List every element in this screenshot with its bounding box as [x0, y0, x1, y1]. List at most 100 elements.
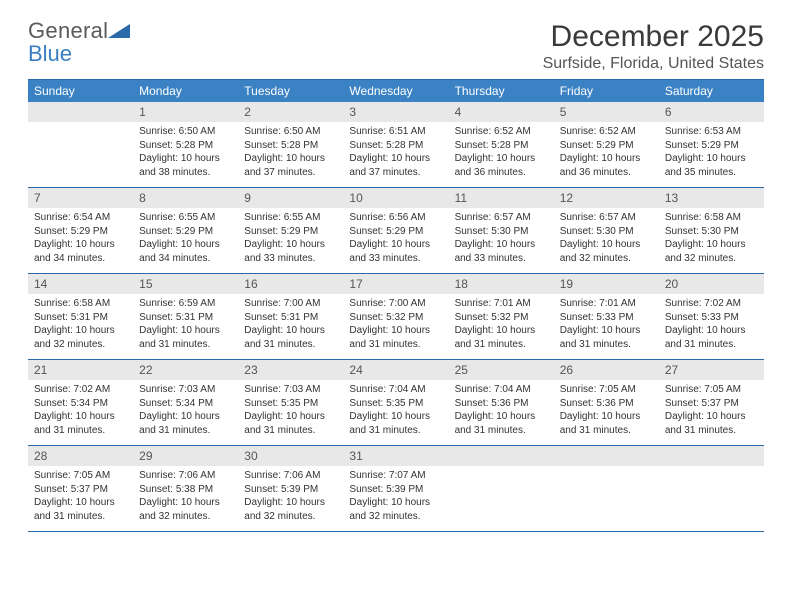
- daylight-line2: and 32 minutes.: [349, 510, 442, 524]
- day-number: 15: [133, 274, 238, 294]
- day-number: 4: [449, 102, 554, 122]
- daylight-line1: Daylight: 10 hours: [665, 152, 758, 166]
- daylight-line1: Daylight: 10 hours: [349, 152, 442, 166]
- logo-triangle-icon: [108, 24, 130, 43]
- sunrise-text: Sunrise: 6:57 AM: [455, 211, 548, 225]
- sunrise-text: Sunrise: 6:57 AM: [560, 211, 653, 225]
- logo-text-general: General: [28, 18, 108, 43]
- day-number-empty: [449, 446, 554, 466]
- day-details: Sunrise: 6:59 AMSunset: 5:31 PMDaylight:…: [133, 294, 238, 357]
- calendar-body: 1Sunrise: 6:50 AMSunset: 5:28 PMDaylight…: [28, 102, 764, 532]
- daylight-line2: and 31 minutes.: [349, 338, 442, 352]
- sunrise-text: Sunrise: 7:03 AM: [139, 383, 232, 397]
- day-number: 25: [449, 360, 554, 380]
- daylight-line1: Daylight: 10 hours: [455, 238, 548, 252]
- header: General Blue December 2025 Surfside, Flo…: [28, 20, 764, 73]
- day-details: Sunrise: 7:05 AMSunset: 5:37 PMDaylight:…: [28, 466, 133, 529]
- day-details: Sunrise: 6:54 AMSunset: 5:29 PMDaylight:…: [28, 208, 133, 271]
- calendar-cell: 14Sunrise: 6:58 AMSunset: 5:31 PMDayligh…: [28, 274, 133, 360]
- day-header: Sunday: [28, 80, 133, 102]
- daylight-line2: and 34 minutes.: [139, 252, 232, 266]
- calendar-cell: 20Sunrise: 7:02 AMSunset: 5:33 PMDayligh…: [659, 274, 764, 360]
- daylight-line2: and 31 minutes.: [665, 338, 758, 352]
- calendar-cell: [28, 102, 133, 188]
- sunset-text: Sunset: 5:29 PM: [139, 225, 232, 239]
- sunset-text: Sunset: 5:28 PM: [349, 139, 442, 153]
- day-number: 3: [343, 102, 448, 122]
- day-details: Sunrise: 6:55 AMSunset: 5:29 PMDaylight:…: [238, 208, 343, 271]
- sunset-text: Sunset: 5:34 PM: [139, 397, 232, 411]
- day-details: Sunrise: 6:53 AMSunset: 5:29 PMDaylight:…: [659, 122, 764, 185]
- day-number: 13: [659, 188, 764, 208]
- sunset-text: Sunset: 5:30 PM: [560, 225, 653, 239]
- day-number: 31: [343, 446, 448, 466]
- calendar-cell: 31Sunrise: 7:07 AMSunset: 5:39 PMDayligh…: [343, 446, 448, 532]
- day-header: Wednesday: [343, 80, 448, 102]
- calendar-cell: 18Sunrise: 7:01 AMSunset: 5:32 PMDayligh…: [449, 274, 554, 360]
- day-number-empty: [28, 102, 133, 122]
- sunset-text: Sunset: 5:37 PM: [34, 483, 127, 497]
- sunset-text: Sunset: 5:30 PM: [665, 225, 758, 239]
- sunrise-text: Sunrise: 6:56 AM: [349, 211, 442, 225]
- day-number: 9: [238, 188, 343, 208]
- day-details: Sunrise: 7:05 AMSunset: 5:36 PMDaylight:…: [554, 380, 659, 443]
- day-details: Sunrise: 7:04 AMSunset: 5:35 PMDaylight:…: [343, 380, 448, 443]
- day-details: Sunrise: 7:02 AMSunset: 5:34 PMDaylight:…: [28, 380, 133, 443]
- daylight-line1: Daylight: 10 hours: [665, 410, 758, 424]
- daylight-line2: and 31 minutes.: [34, 424, 127, 438]
- daylight-line1: Daylight: 10 hours: [560, 152, 653, 166]
- sunrise-text: Sunrise: 6:58 AM: [665, 211, 758, 225]
- daylight-line2: and 37 minutes.: [244, 166, 337, 180]
- daylight-line2: and 31 minutes.: [34, 510, 127, 524]
- sunrise-text: Sunrise: 6:54 AM: [34, 211, 127, 225]
- day-number: 10: [343, 188, 448, 208]
- calendar-cell: 12Sunrise: 6:57 AMSunset: 5:30 PMDayligh…: [554, 188, 659, 274]
- sunrise-text: Sunrise: 6:52 AM: [560, 125, 653, 139]
- sunrise-text: Sunrise: 7:02 AM: [34, 383, 127, 397]
- calendar-cell: 5Sunrise: 6:52 AMSunset: 5:29 PMDaylight…: [554, 102, 659, 188]
- calendar-cell: 15Sunrise: 6:59 AMSunset: 5:31 PMDayligh…: [133, 274, 238, 360]
- sunset-text: Sunset: 5:29 PM: [34, 225, 127, 239]
- day-number: 7: [28, 188, 133, 208]
- sunset-text: Sunset: 5:31 PM: [34, 311, 127, 325]
- day-details: Sunrise: 6:58 AMSunset: 5:31 PMDaylight:…: [28, 294, 133, 357]
- day-details: Sunrise: 7:01 AMSunset: 5:32 PMDaylight:…: [449, 294, 554, 357]
- daylight-line1: Daylight: 10 hours: [34, 324, 127, 338]
- sunrise-text: Sunrise: 7:05 AM: [34, 469, 127, 483]
- daylight-line2: and 31 minutes.: [349, 424, 442, 438]
- calendar-cell: 9Sunrise: 6:55 AMSunset: 5:29 PMDaylight…: [238, 188, 343, 274]
- sunrise-text: Sunrise: 6:59 AM: [139, 297, 232, 311]
- sunrise-text: Sunrise: 7:06 AM: [244, 469, 337, 483]
- day-number: 14: [28, 274, 133, 294]
- daylight-line1: Daylight: 10 hours: [665, 238, 758, 252]
- sunrise-text: Sunrise: 7:01 AM: [560, 297, 653, 311]
- sunset-text: Sunset: 5:29 PM: [665, 139, 758, 153]
- daylight-line1: Daylight: 10 hours: [455, 410, 548, 424]
- daylight-line2: and 31 minutes.: [665, 424, 758, 438]
- calendar-cell: 17Sunrise: 7:00 AMSunset: 5:32 PMDayligh…: [343, 274, 448, 360]
- day-number: 18: [449, 274, 554, 294]
- sunrise-text: Sunrise: 6:53 AM: [665, 125, 758, 139]
- sunset-text: Sunset: 5:29 PM: [349, 225, 442, 239]
- daylight-line1: Daylight: 10 hours: [139, 238, 232, 252]
- daylight-line2: and 31 minutes.: [560, 338, 653, 352]
- sunrise-text: Sunrise: 7:00 AM: [244, 297, 337, 311]
- calendar-cell: 21Sunrise: 7:02 AMSunset: 5:34 PMDayligh…: [28, 360, 133, 446]
- day-header: Tuesday: [238, 80, 343, 102]
- day-details: Sunrise: 7:05 AMSunset: 5:37 PMDaylight:…: [659, 380, 764, 443]
- day-details: Sunrise: 7:06 AMSunset: 5:38 PMDaylight:…: [133, 466, 238, 529]
- daylight-line2: and 33 minutes.: [244, 252, 337, 266]
- day-details: Sunrise: 6:52 AMSunset: 5:29 PMDaylight:…: [554, 122, 659, 185]
- sunset-text: Sunset: 5:33 PM: [665, 311, 758, 325]
- daylight-line2: and 31 minutes.: [139, 338, 232, 352]
- day-header: Thursday: [449, 80, 554, 102]
- daylight-line1: Daylight: 10 hours: [560, 238, 653, 252]
- daylight-line1: Daylight: 10 hours: [34, 496, 127, 510]
- daylight-line1: Daylight: 10 hours: [139, 152, 232, 166]
- day-number: 16: [238, 274, 343, 294]
- calendar-cell: 16Sunrise: 7:00 AMSunset: 5:31 PMDayligh…: [238, 274, 343, 360]
- calendar-cell: 28Sunrise: 7:05 AMSunset: 5:37 PMDayligh…: [28, 446, 133, 532]
- daylight-line1: Daylight: 10 hours: [560, 324, 653, 338]
- daylight-line2: and 31 minutes.: [244, 338, 337, 352]
- daylight-line1: Daylight: 10 hours: [139, 496, 232, 510]
